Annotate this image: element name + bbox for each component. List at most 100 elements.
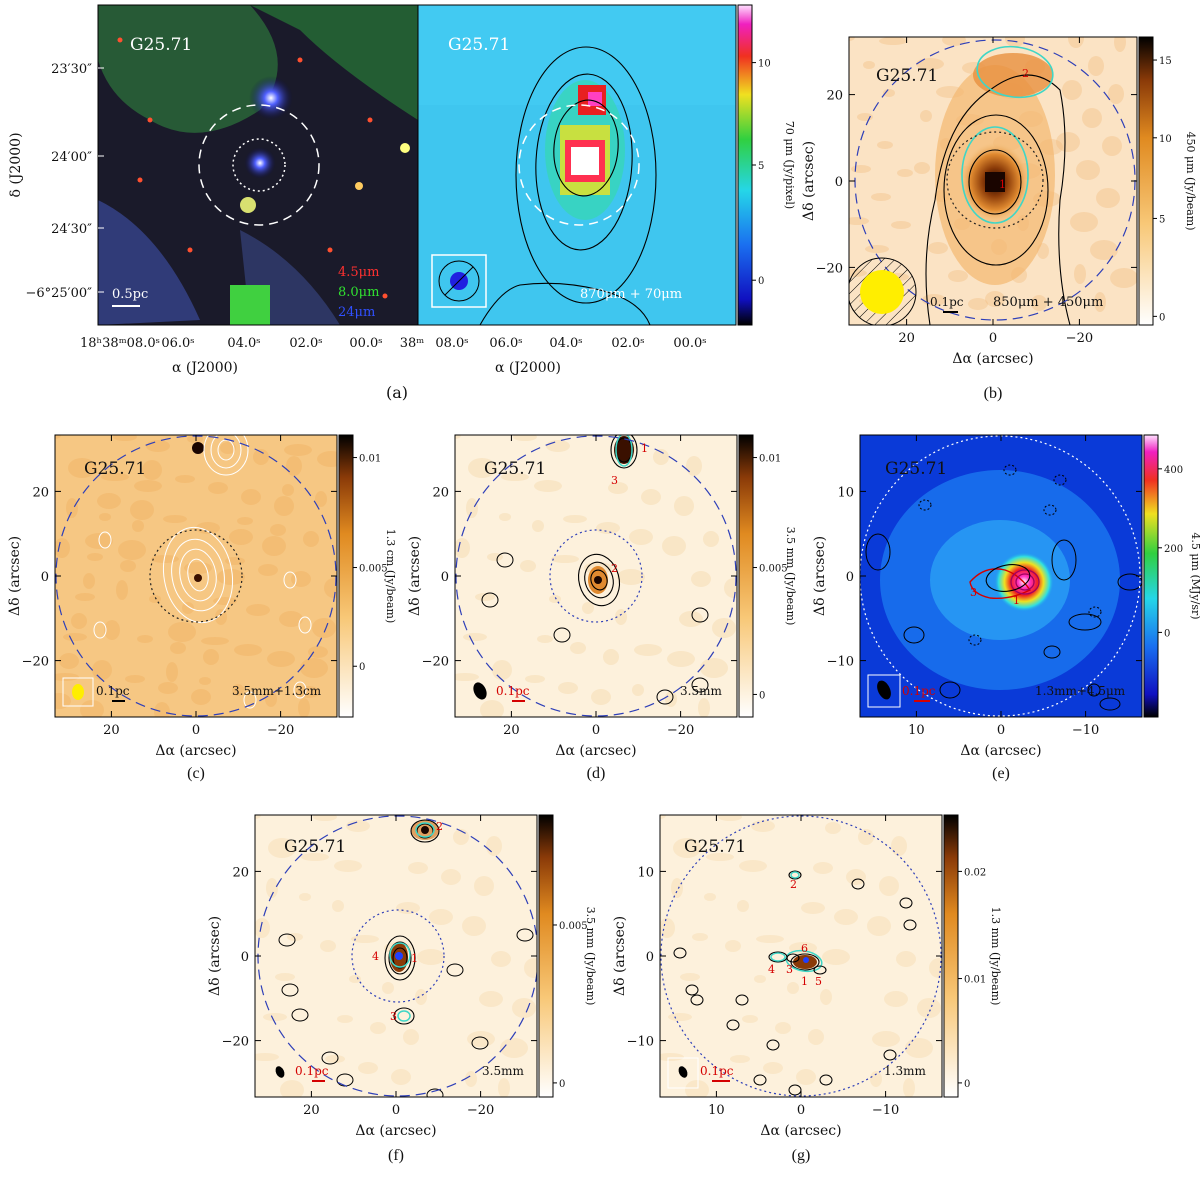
- background-mottle: [229, 529, 253, 545]
- small-dotted-circle: [351, 909, 445, 1003]
- x-tick-label: −20: [467, 1103, 494, 1118]
- green-region: [230, 285, 270, 325]
- contour: [179, 548, 217, 602]
- background-mottle: [549, 595, 561, 603]
- colorbar-tick-label: 0.01: [964, 975, 986, 986]
- source-number-label: 3: [970, 586, 977, 599]
- source-number-label: 3: [390, 1010, 397, 1023]
- background-mottle: [872, 1031, 900, 1047]
- background-mottle: [463, 633, 487, 641]
- background-mottle: [55, 538, 70, 558]
- background-mottle: [674, 496, 694, 516]
- background-mottle: [897, 169, 913, 177]
- contour: [985, 564, 1031, 592]
- background-mottle: [237, 517, 253, 525]
- colorbar-tick-label: 0.01: [759, 454, 781, 465]
- y-axis-label: δ (J2000): [8, 132, 24, 197]
- y-tick-label: 0: [835, 175, 843, 190]
- panel-e-title: G25.71: [885, 459, 947, 479]
- beam-fill: [72, 684, 84, 700]
- panel-e-map: [860, 435, 1142, 717]
- background-mottle: [879, 37, 907, 45]
- contour: [187, 558, 209, 592]
- contour: [918, 499, 932, 511]
- background-mottle: [63, 633, 87, 641]
- panel-g-title: G25.71: [684, 837, 746, 857]
- contour: [553, 99, 619, 197]
- background-mottle: [163, 515, 187, 523]
- background-mottle: [608, 482, 628, 494]
- background-mottle: [455, 435, 461, 439]
- background-mottle: [55, 673, 79, 681]
- background-mottle: [754, 975, 766, 983]
- bottom-label: 1.3mm: [884, 1064, 926, 1078]
- beam-box: [667, 1057, 699, 1089]
- panel-b-map: [849, 37, 1137, 325]
- x-tick-label: 04.0ˢ: [227, 336, 260, 351]
- contour: [479, 282, 651, 325]
- saturated-peak: [571, 147, 599, 175]
- background-mottle: [851, 165, 871, 173]
- background-mottle: [865, 245, 889, 253]
- background-mottle: [985, 291, 1005, 307]
- y-tick-label: 0: [846, 570, 854, 585]
- background-mottle: [739, 860, 767, 872]
- background-mottle: [730, 1055, 750, 1063]
- background-mottle: [334, 860, 362, 872]
- y-tick-label: −10: [627, 1035, 654, 1050]
- colorbar-tick-label: 0: [964, 1079, 970, 1090]
- colorbar-tick-label: 400: [1164, 465, 1183, 476]
- background-mottle: [286, 456, 302, 476]
- background-mottle: [263, 1013, 287, 1021]
- source-emission: [614, 436, 634, 464]
- contour: [446, 963, 464, 977]
- pah-emission-8um: [250, 5, 418, 120]
- background-mottle: [712, 618, 736, 638]
- background-mottle: [596, 522, 620, 534]
- beam-box: [867, 674, 901, 708]
- scalebar-label: 0.1pc: [902, 684, 936, 698]
- scalebar-label: 0.1pc: [96, 684, 130, 698]
- x-tick-label: −10: [872, 1103, 899, 1118]
- background-mottle: [680, 973, 700, 981]
- background-mottle: [929, 958, 942, 978]
- x-tick-label: 0: [392, 1103, 400, 1118]
- x-axis-label: Δα (arcsec): [952, 351, 1033, 367]
- background-mottle: [691, 571, 711, 587]
- contour: [903, 626, 925, 644]
- background-mottle: [132, 520, 144, 532]
- background-mottle: [673, 838, 701, 858]
- contour: [293, 681, 307, 699]
- background-mottle: [1094, 292, 1106, 312]
- beam-fill: [877, 680, 891, 700]
- y-tick-label: −10: [827, 655, 854, 670]
- panel-a-rgb-image: [98, 5, 418, 325]
- panel-d-map: [455, 435, 737, 717]
- background-mottle: [1074, 264, 1086, 284]
- background-mottle: [116, 580, 128, 600]
- x-axis-label: α (J2000): [495, 360, 561, 376]
- source-peak: [594, 576, 602, 584]
- background-mottle: [491, 951, 511, 967]
- background-mottle: [325, 1055, 345, 1063]
- source-number-label: 2: [436, 820, 443, 833]
- background-mottle: [1088, 56, 1104, 76]
- colorbar-tick-label: 0: [1159, 312, 1165, 323]
- star: [400, 143, 410, 153]
- panel-d-title: G25.71: [484, 459, 546, 479]
- background-mottle: [546, 440, 570, 452]
- background-mottle: [634, 644, 662, 656]
- contour: [1068, 613, 1102, 631]
- background-mottle: [265, 691, 277, 707]
- colorbar-tick-label: 0.005: [559, 921, 588, 932]
- contour: [1015, 573, 1035, 591]
- background-mottle: [1090, 240, 1118, 260]
- background-mottle: [262, 536, 286, 556]
- background-mottle: [1102, 136, 1122, 156]
- background-mottle: [462, 916, 486, 936]
- x-axis-label: Δα (arcsec): [355, 1123, 436, 1139]
- large-dashed-circle: [518, 104, 640, 226]
- star: [327, 247, 333, 253]
- background-mottle: [871, 193, 891, 201]
- background-mottle: [763, 1062, 783, 1074]
